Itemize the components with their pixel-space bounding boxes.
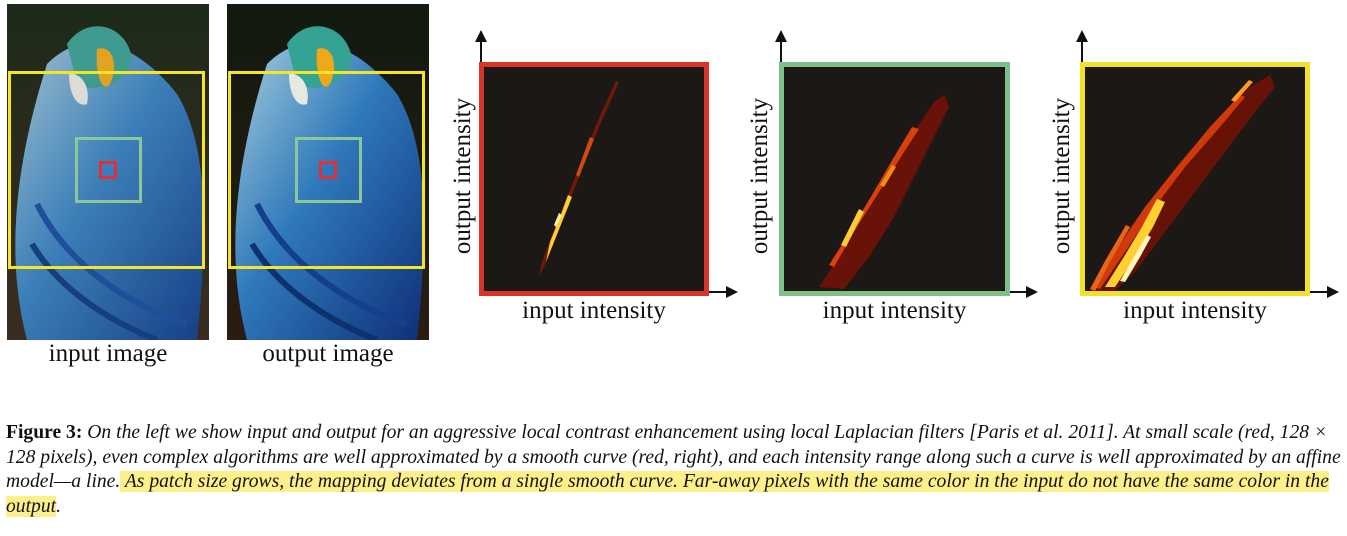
histogram-red — [479, 62, 709, 296]
input-image — [7, 4, 209, 340]
input-image-label: input image — [48, 340, 168, 367]
histogram-yellow — [1080, 62, 1310, 296]
large-region-box — [8, 71, 205, 269]
x-axis-label: input intensity — [522, 297, 666, 324]
y-axis-label: output intensity — [1048, 97, 1075, 255]
figure-caption: Figure 3: On the left we show input and … — [6, 421, 1341, 519]
caption-end: . — [56, 495, 61, 517]
small-region-box — [319, 161, 337, 179]
histogram-green — [779, 62, 1010, 296]
x-axis-arrow-icon — [1008, 286, 1038, 298]
x-axis-label: input intensity — [822, 297, 967, 324]
small-region-box — [99, 161, 117, 179]
y-axis-label: output intensity — [449, 97, 476, 255]
medium-region-box — [295, 137, 362, 203]
x-axis-arrow-icon — [708, 286, 738, 298]
caption-text: On the left we show input and output for… — [6, 422, 1341, 492]
output-image-label: output image — [262, 340, 394, 367]
caption-highlighted-text: As patch size grows, the mapping deviate… — [6, 471, 1329, 517]
x-axis-label: input intensity — [1123, 297, 1267, 324]
x-axis-arrow-icon — [1309, 286, 1339, 298]
output-image — [227, 4, 429, 340]
y-axis-label: output intensity — [746, 97, 773, 255]
large-region-box — [228, 71, 425, 269]
figure-label: Figure 3: — [6, 422, 83, 443]
medium-region-box — [75, 137, 142, 203]
